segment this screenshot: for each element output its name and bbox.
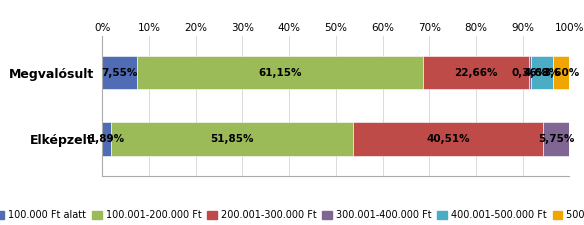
Bar [552,56,569,89]
Text: 4,68%: 4,68% [523,68,560,78]
Bar [423,56,529,89]
Bar [531,56,552,89]
Legend: 100.000 Ft alatt, 100.001-200.000 Ft, 200.001-300.000 Ft, 300.001-400.000 Ft, 40: 100.000 Ft alatt, 100.001-200.000 Ft, 20… [0,210,584,220]
Bar [102,56,137,89]
Text: 51,85%: 51,85% [210,134,254,144]
Text: 40,51%: 40,51% [426,134,470,144]
Bar [111,122,353,155]
Text: 3,60%: 3,60% [543,68,579,78]
Text: 5,75%: 5,75% [538,134,574,144]
Text: 1,89%: 1,89% [89,134,124,144]
Bar [353,122,543,155]
Text: 22,66%: 22,66% [454,68,498,78]
Bar [137,56,423,89]
Text: 7,55%: 7,55% [102,68,138,78]
Bar [529,56,531,89]
Bar [102,122,111,155]
Text: 61,15%: 61,15% [259,68,302,78]
Text: 0,36%: 0,36% [512,68,548,78]
Bar [543,122,569,155]
